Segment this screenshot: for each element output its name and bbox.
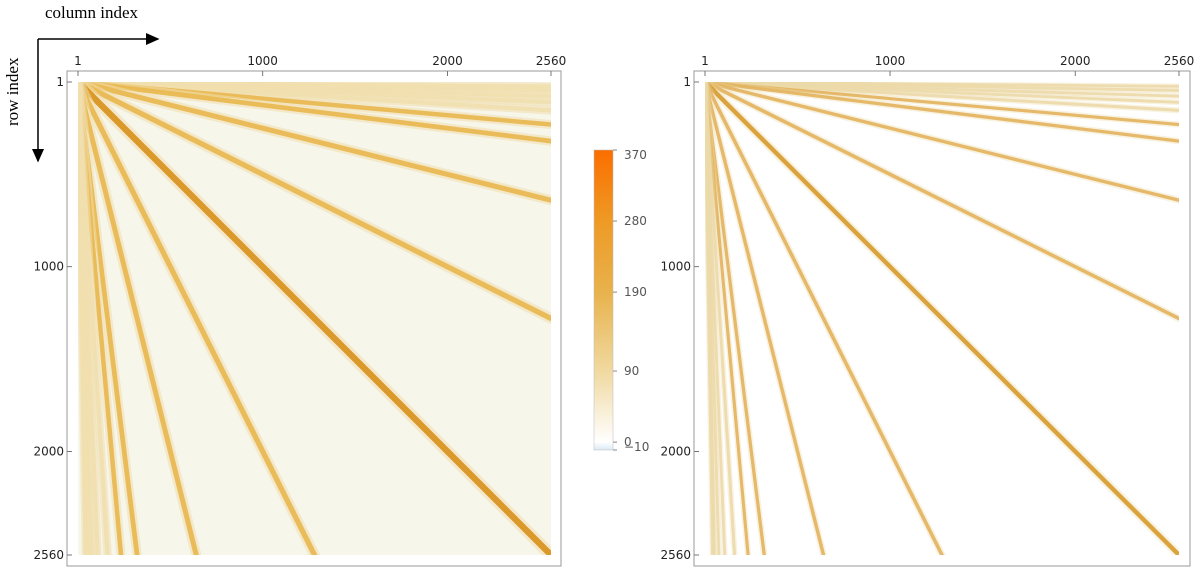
ray-right-14	[705, 82, 737, 555]
column-index-label: column index	[45, 3, 139, 22]
left-heatmap-panel: 1 1000 2000 2560 1 1000 2000 2560	[33, 54, 566, 567]
y-tick-label-left-3: 2560	[33, 548, 64, 562]
ray-left-6	[78, 82, 551, 144]
x-tick-label-left-0: 1	[74, 54, 82, 68]
ray-right-8	[705, 82, 1179, 321]
ray-right-5	[705, 82, 1179, 127]
ray-right-6	[705, 82, 1179, 143]
ray-right-7	[705, 82, 1179, 202]
right-heatmap-ticks: 1 1000 2000 2560 1 1000 2000 2560	[660, 54, 1194, 562]
ray-left-9	[78, 82, 551, 555]
x-tick-label-left-3: 2560	[536, 54, 567, 68]
colorbar-ticks: 370 280 190 90 0−10	[613, 148, 649, 454]
x-tick-label-left-2: 2000	[432, 54, 463, 68]
colorbar-tick-label-5: −10	[624, 440, 649, 454]
x-tick-label-right-1: 1000	[875, 54, 906, 68]
ray-right-12	[705, 82, 766, 555]
y-tick-label-left-1: 1000	[33, 260, 64, 274]
y-tick-label-right-1: 1000	[660, 260, 691, 274]
row-index-label: row index	[3, 57, 22, 126]
ray-left-11	[78, 82, 199, 555]
ray-right-9	[705, 82, 1179, 555]
ray-right-18	[705, 82, 714, 555]
x-tick-label-left-1: 1000	[247, 54, 278, 68]
y-tick-label-right-2: 2000	[660, 444, 691, 458]
left-heatmap-rays	[78, 82, 551, 555]
colorbar: 370 280 190 90 0−10	[593, 148, 649, 454]
colorbar-tick-label-0: 370	[624, 148, 647, 162]
right-heatmap-frame	[693, 70, 1191, 567]
ray-right-11	[705, 82, 826, 555]
y-tick-label-right-0: 1	[683, 75, 691, 89]
x-tick-label-right-3: 2560	[1164, 54, 1195, 68]
left-heatmap-frame	[66, 70, 562, 567]
ray-left-10	[78, 82, 318, 555]
ray-left-7	[78, 82, 551, 203]
ray-right-10	[705, 82, 944, 555]
ray-left-18	[78, 82, 88, 555]
ray-right-13	[705, 82, 750, 555]
colorbar-tick-label-1: 280	[624, 214, 647, 228]
ray-left-8	[78, 82, 551, 322]
right-heatmap-rays	[705, 82, 1179, 555]
y-tick-label-left-2: 2000	[33, 444, 64, 458]
y-tick-label-left-0: 1	[56, 75, 64, 89]
colorbar-tick-label-4: 0	[624, 435, 632, 449]
right-heatmap-panel: 1 1000 2000 2560 1 1000 2000 2560	[660, 54, 1194, 567]
x-tick-label-right-2: 2000	[1060, 54, 1091, 68]
x-tick-label-right-0: 1	[701, 54, 709, 68]
colorbar-gradient	[593, 149, 614, 451]
left-heatmap-ticks: 1 1000 2000 2560 1 1000 2000 2560	[33, 54, 566, 562]
colorbar-tick-label-2: 190	[624, 285, 647, 299]
colorbar-tick-label-3: 90	[624, 364, 639, 378]
y-tick-label-right-3: 2560	[660, 548, 691, 562]
ray-right-4	[705, 82, 1179, 112]
